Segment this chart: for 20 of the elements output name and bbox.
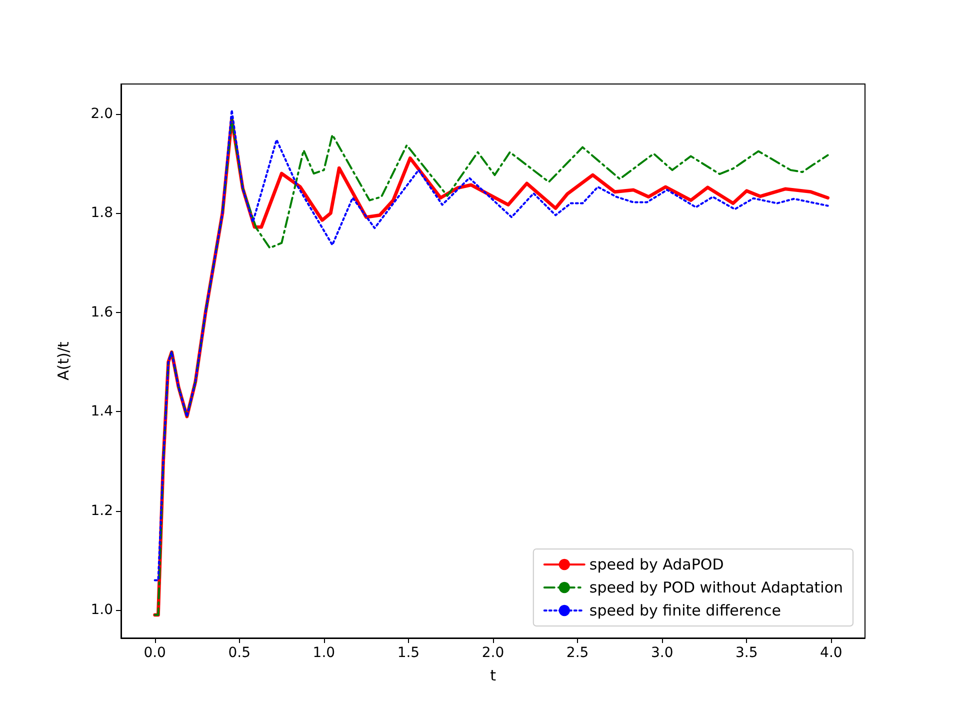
x-tick-label: 1.0 <box>312 645 336 661</box>
x-tick-label: 0.0 <box>144 645 166 661</box>
legend-label: speed by AdaPOD <box>589 556 724 574</box>
legend-label: speed by POD without Adaptation <box>589 578 844 596</box>
x-tick-label: 3.5 <box>736 645 758 661</box>
y-tick-label: 1.6 <box>90 304 114 320</box>
x-tick-label: 2.0 <box>482 645 504 661</box>
x-tick-label: 3.0 <box>650 645 674 661</box>
x-tick-label: 1.5 <box>397 645 420 661</box>
x-tick-label: 4.0 <box>820 645 842 661</box>
x-tick-label: 0.5 <box>228 645 250 661</box>
x-axis-title: t <box>490 666 496 684</box>
y-tick-label: 1.8 <box>90 205 113 222</box>
y-tick-label: 1.4 <box>90 404 114 420</box>
y-tick-label: 1.2 <box>90 502 113 519</box>
y-tick-label: 1.0 <box>90 602 113 618</box>
y-tick-label: 2.0 <box>90 106 113 122</box>
x-tick-label: 2.5 <box>566 645 589 661</box>
y-axis-title: A(t)/t <box>54 342 72 380</box>
legend-label: speed by finite difference <box>589 602 781 620</box>
